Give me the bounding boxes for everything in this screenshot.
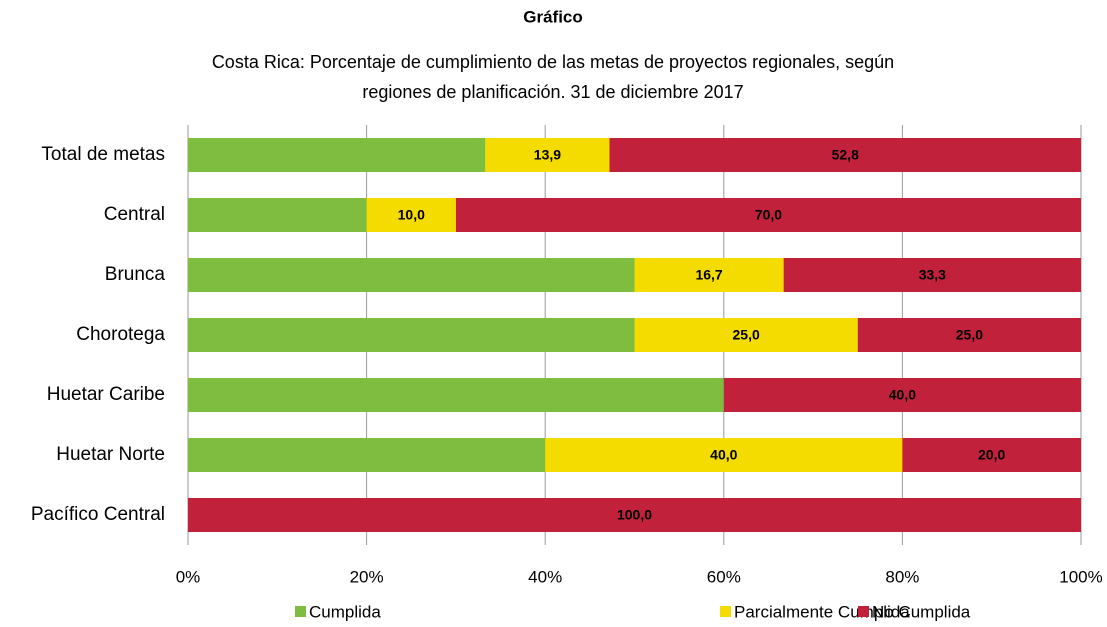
legend-swatch <box>720 606 731 617</box>
bar-segment <box>188 438 546 472</box>
x-tick-label: 60% <box>707 567 741 586</box>
bar-segment <box>902 438 1081 472</box>
bar-segment <box>723 378 1081 412</box>
chart-subtitle: regiones de planificación. 31 de diciemb… <box>362 82 743 102</box>
bar-segment <box>455 198 1081 232</box>
data-label: 25,0 <box>956 327 983 343</box>
chart-subtitle: Costa Rica: Porcentaje de cumplimiento d… <box>212 52 894 72</box>
y-tick-label: Pacífico Central <box>31 504 165 525</box>
data-label: 25,0 <box>733 327 760 343</box>
data-label: 16,7 <box>695 267 722 283</box>
x-tick-label: 80% <box>885 567 919 586</box>
data-label: 10,0 <box>398 207 425 223</box>
x-tick-label: 100% <box>1059 567 1102 586</box>
legend-label: Cumplida <box>309 602 381 621</box>
bar-segment <box>485 138 610 172</box>
data-label: 13,9 <box>534 147 561 163</box>
y-tick-label: Total de metas <box>41 144 165 165</box>
legend-swatch <box>858 606 869 617</box>
data-label: 40,0 <box>889 387 916 403</box>
chart-title: Gráfico <box>523 7 583 26</box>
bar-segment <box>366 198 456 232</box>
data-label: 100,0 <box>617 507 652 523</box>
bar-segment <box>857 318 1081 352</box>
bar-segment <box>188 138 486 172</box>
x-tick-label: 20% <box>350 567 384 586</box>
y-tick-label: Central <box>104 204 165 225</box>
y-tick-label: Brunca <box>105 264 166 285</box>
bar-segment <box>634 318 858 352</box>
bar-segment <box>783 258 1081 292</box>
bar-segment <box>188 198 367 232</box>
data-label: 20,0 <box>978 447 1005 463</box>
y-tick-label: Huetar Norte <box>56 444 165 465</box>
bar-segment <box>188 258 635 292</box>
x-tick-label: 40% <box>528 567 562 586</box>
x-tick-label: 0% <box>176 567 201 586</box>
data-label: 52,8 <box>832 147 859 163</box>
legend-swatch <box>295 606 306 617</box>
data-label: 40,0 <box>710 447 737 463</box>
bar-segment <box>609 138 1081 172</box>
legend-label: No Cumplida <box>872 602 971 621</box>
bar-segment <box>188 498 1081 532</box>
y-tick-label: Huetar Caribe <box>47 384 165 405</box>
bar-segment <box>545 438 903 472</box>
bar-segment <box>188 378 724 412</box>
data-label: 33,3 <box>919 267 946 283</box>
data-label: 70,0 <box>755 207 782 223</box>
bar-segment <box>188 318 635 352</box>
bar-segment <box>634 258 784 292</box>
y-tick-label: Chorotega <box>76 324 165 345</box>
